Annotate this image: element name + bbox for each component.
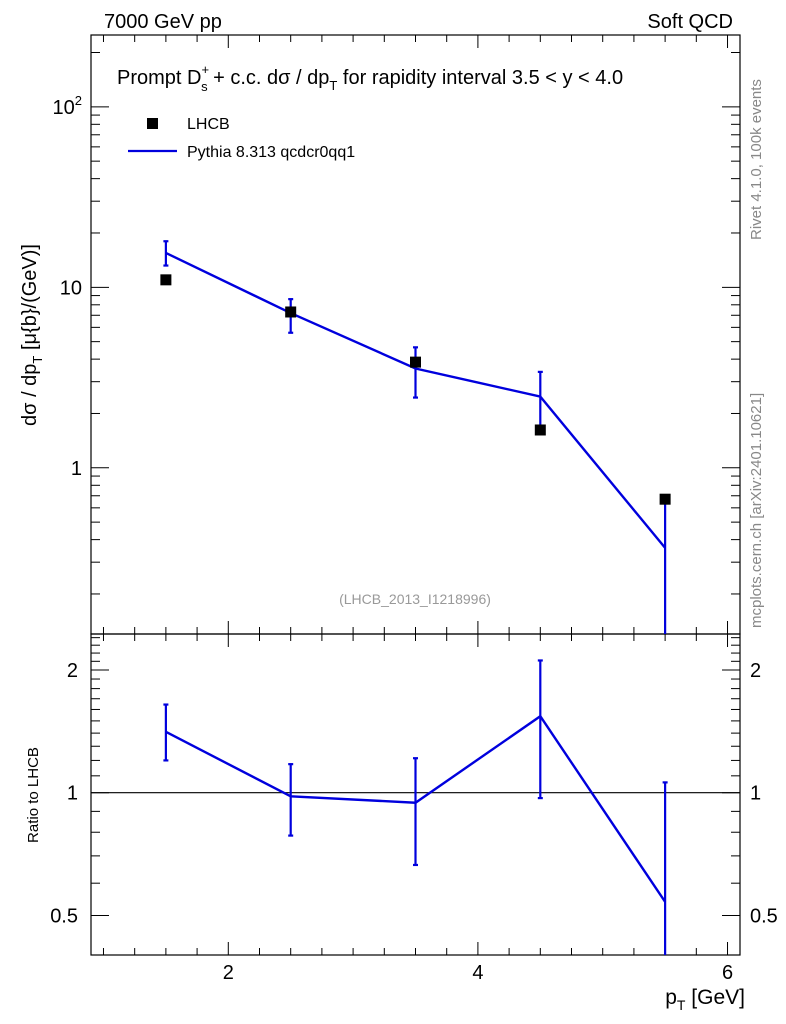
lhcb-data-point bbox=[659, 493, 671, 505]
title-prefix: Prompt D bbox=[117, 67, 201, 89]
rivet-version-label: Rivet 4.1.0, 100k events bbox=[748, 79, 765, 240]
ratio-line bbox=[165, 714, 667, 903]
y-tick-label: 10 bbox=[60, 277, 82, 299]
y-tick-label: 1 bbox=[71, 458, 82, 480]
chart-marks: 2 4 6 1 10 102 0.5 0.5 1 1 2 2 bbox=[50, 93, 778, 984]
legend-label-lhcb: LHCB bbox=[187, 116, 230, 133]
source-label: mcplots.cern.ch [arXiv:2401.10621] bbox=[748, 393, 765, 628]
ratio-y-tick-label: 2 bbox=[67, 660, 78, 682]
lhcb-data-point bbox=[410, 356, 421, 368]
y-tick-label: 102 bbox=[53, 93, 82, 119]
analysis-id: (LHCB_2013_I1218996) bbox=[339, 591, 491, 607]
x-axis-label: pT [GeV] bbox=[665, 986, 745, 1013]
legend-label-pythia: Pythia 8.313 qcdcr0qq1 bbox=[187, 144, 355, 161]
x-tick-label: 2 bbox=[223, 962, 234, 984]
x-tick-label: 6 bbox=[722, 962, 733, 984]
legend-marker-lhcb bbox=[147, 118, 158, 129]
ratio-y-tick-label-right: 2 bbox=[750, 660, 761, 682]
process-label: Soft QCD bbox=[647, 11, 733, 33]
title-sub: s bbox=[201, 79, 208, 94]
title-suffix: + c.c. dσ / dp bbox=[208, 67, 330, 89]
lhcb-data-point bbox=[285, 306, 297, 318]
ratio-y-axis-label: Ratio to LHCB bbox=[25, 747, 42, 843]
axis-ticks bbox=[91, 35, 740, 956]
ratio-y-tick-label-right: 1 bbox=[750, 783, 761, 805]
chart-title: Prompt D+ s + c.c. dσ / dpT for rapidity … bbox=[117, 62, 623, 94]
x-tick-label: 4 bbox=[472, 962, 483, 984]
title-sub2: T bbox=[329, 78, 337, 93]
title-tail: for rapidity interval 3.5 < y < 4.0 bbox=[337, 67, 623, 89]
main-y-axis-label: dσ / dpT [μ{b}/(GeV)] bbox=[19, 244, 45, 426]
ratio-y-tick-label: 1 bbox=[67, 783, 78, 805]
ratio-y-tick-label-right: 0.5 bbox=[750, 905, 778, 927]
pythia-line bbox=[165, 251, 667, 549]
lhcb-data-point bbox=[534, 424, 546, 436]
lhcb-data-point bbox=[160, 274, 172, 286]
ratio-y-tick-label: 0.5 bbox=[50, 905, 78, 927]
energy-label: 7000 GeV pp bbox=[104, 11, 222, 33]
title-sup: + bbox=[201, 62, 209, 77]
